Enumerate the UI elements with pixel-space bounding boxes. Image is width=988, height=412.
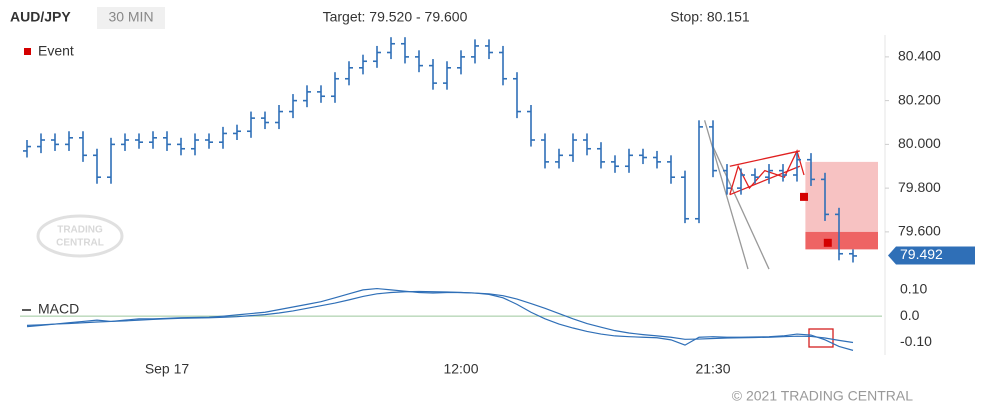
legend-swatch <box>24 48 31 55</box>
last-price-box <box>888 246 975 265</box>
trend-line <box>729 150 800 167</box>
y-tick-label: 80.200 <box>898 91 941 107</box>
symbol: AUD/JPY <box>10 9 71 25</box>
logo: TRADING CENTRAL <box>36 214 124 258</box>
trend-line <box>712 146 770 270</box>
y-tick-label: 80.400 <box>898 48 941 64</box>
y-tick-label: -0.10 <box>900 333 932 349</box>
y-tick-label: 0.10 <box>900 281 927 297</box>
x-tick-label: Sep 17 <box>145 361 190 377</box>
target: Target: 79.520 - 79.600 <box>323 9 468 25</box>
interval: 30 MIN <box>108 9 153 25</box>
logo-text: CENTRAL <box>56 238 104 249</box>
last-price-label: 79.492 <box>900 246 943 262</box>
zone <box>805 161 878 232</box>
stop: Stop: 80.151 <box>670 9 750 25</box>
event-marker <box>823 238 832 247</box>
logo-ring <box>36 214 124 258</box>
y-tick-label: 0.0 <box>900 307 920 323</box>
y-tick-label: 79.600 <box>898 223 941 239</box>
x-tick-label: 21:30 <box>695 361 730 377</box>
macd-highlight <box>808 328 834 348</box>
y-tick-label: 79.800 <box>898 179 941 195</box>
logo-text: TRADING <box>57 225 103 236</box>
copyright: © 2021 TRADING CENTRAL <box>732 388 913 404</box>
zone <box>805 231 878 250</box>
y-tick-label: 80.000 <box>898 135 941 151</box>
trend-line <box>729 149 805 195</box>
macd-line <box>26 290 854 344</box>
interval-box <box>97 7 165 29</box>
legend-label: Event <box>38 43 74 59</box>
event-marker <box>800 192 808 201</box>
macd-title: MACD <box>38 301 79 317</box>
x-tick-label: 12:00 <box>443 361 478 377</box>
